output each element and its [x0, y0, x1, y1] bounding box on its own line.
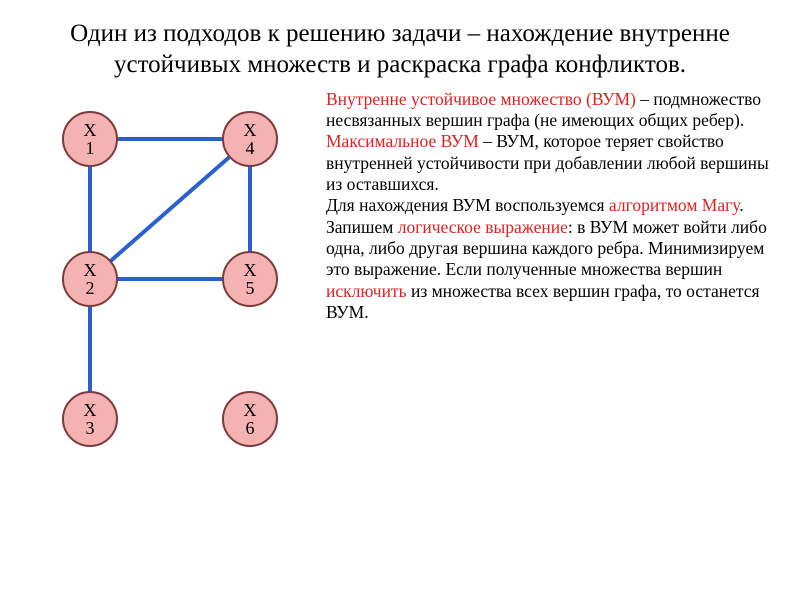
graph-diagram: X1X4X2X5X3X6 [20, 89, 320, 509]
highlight-span: исключить [326, 281, 407, 301]
text-span: Для нахождения ВУМ воспользуемся [326, 195, 609, 215]
node-label-top: X [84, 261, 97, 279]
node-label-bottom: 6 [246, 419, 255, 437]
graph-node-x5: X5 [222, 251, 278, 307]
node-label-top: X [244, 121, 257, 139]
graph-edge [90, 139, 250, 279]
highlight-span: алгоритмом Магу [609, 195, 739, 215]
graph-node-x3: X3 [62, 391, 118, 447]
explanation-text: Внутренне устойчивое множество (ВУМ) – п… [320, 89, 780, 509]
text-span: . [739, 195, 743, 215]
page-title: Один из подходов к решению задачи – нахо… [0, 0, 800, 89]
graph-node-x2: X2 [62, 251, 118, 307]
graph-node-x1: X1 [62, 111, 118, 167]
highlight-span: логическое выражение [398, 217, 568, 237]
graph-node-x6: X6 [222, 391, 278, 447]
body-paragraph: Внутренне устойчивое множество (ВУМ) – п… [326, 89, 780, 324]
content-area: X1X4X2X5X3X6 Внутренне устойчивое множес… [0, 89, 800, 509]
node-label-top: X [244, 261, 257, 279]
graph-node-x4: X4 [222, 111, 278, 167]
node-label-bottom: 3 [86, 419, 95, 437]
node-label-top: X [84, 121, 97, 139]
node-label-top: X [84, 401, 97, 419]
node-label-bottom: 2 [86, 279, 95, 297]
highlight-span: Внутренне устойчивое множество (ВУМ) [326, 89, 636, 109]
highlight-span: Максимальное ВУМ [326, 131, 479, 151]
node-label-bottom: 4 [246, 139, 255, 157]
node-label-bottom: 1 [86, 139, 95, 157]
text-span: Запишем [326, 217, 398, 237]
node-label-top: X [244, 401, 257, 419]
node-label-bottom: 5 [246, 279, 255, 297]
